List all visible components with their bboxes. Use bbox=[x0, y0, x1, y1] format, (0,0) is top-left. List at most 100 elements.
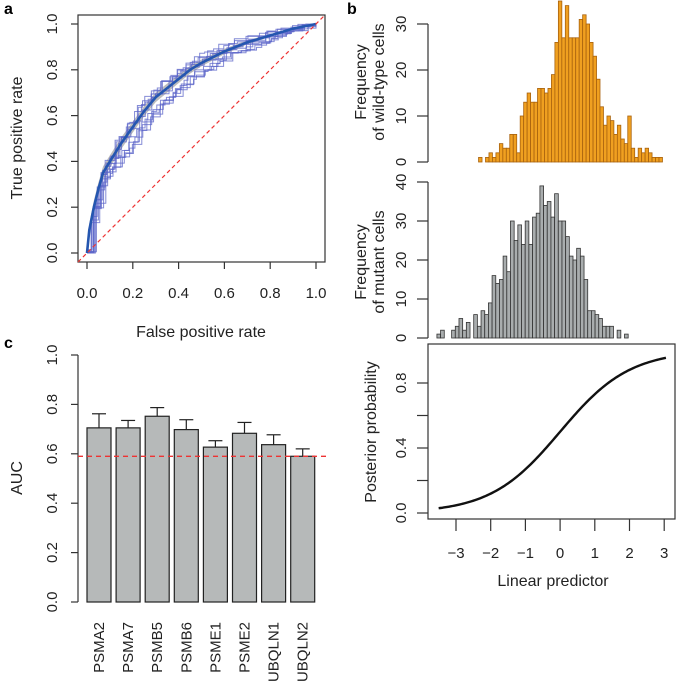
wildtype-hist-bar bbox=[620, 138, 625, 163]
wildtype-hist-bar bbox=[623, 143, 629, 163]
mutant-hist-bar bbox=[576, 247, 581, 339]
auc-bar-chart: AUC 0.0 0.2 0.4 0.6 0.8 1.0 PSMA2 PSMA7 PSMB5 PSM… bbox=[9, 345, 328, 682]
wildtype-hist-bar bbox=[606, 115, 611, 163]
wildtype-hist-y-tick-label: 0 bbox=[393, 158, 410, 166]
roc-y-tick-label: 0.6 bbox=[44, 105, 61, 126]
auc-category-label: PSMB5 bbox=[149, 622, 166, 673]
auc-y-tick-label: 0.4 bbox=[44, 493, 61, 514]
mutant-hist-bar bbox=[465, 321, 471, 339]
wildtype-hist-y-tick-label: 20 bbox=[393, 62, 410, 79]
mutant-hist-bar bbox=[594, 314, 600, 339]
mutant-hist-bar bbox=[502, 255, 508, 339]
mutant-hist-bar bbox=[458, 318, 464, 339]
posterior-y-tick-label: 0.0 bbox=[393, 503, 410, 524]
roc-y-tick-label: 0.8 bbox=[44, 59, 61, 80]
mutant-hist-bar bbox=[510, 220, 515, 339]
mutant-hist-bar bbox=[543, 204, 548, 339]
roc-x-tick-label: 0.2 bbox=[122, 285, 143, 302]
wildtype-hist-bar bbox=[644, 147, 649, 163]
roc-y-tick-label: 0.0 bbox=[44, 243, 61, 264]
mutant-hist-bar bbox=[616, 329, 622, 339]
wildtype-hist-bar bbox=[582, 14, 587, 163]
roc-plot: False positive rate True positive rate 0… bbox=[9, 14, 326, 341]
mutant-hist-bar bbox=[557, 220, 563, 339]
wildtype-hist-bar bbox=[564, 5, 570, 163]
wildtype-hist-bar bbox=[505, 147, 511, 163]
auc-y-label: AUC bbox=[9, 461, 26, 495]
panel-label-c: c bbox=[4, 335, 13, 352]
wildtype-hist-bar bbox=[498, 143, 504, 163]
mutant-hist-bar bbox=[561, 220, 567, 339]
posterior-x-tick-label: −3 bbox=[447, 545, 464, 562]
roc-plot-box bbox=[77, 14, 326, 263]
wildtype-hist-bar bbox=[651, 156, 656, 163]
wildtype-hist-bar bbox=[554, 42, 559, 163]
mutant-hist-bar bbox=[568, 255, 574, 339]
auc-category-label: PSMA7 bbox=[120, 622, 137, 673]
wildtype-hist-bar bbox=[613, 133, 618, 163]
wildtype-hist-bar bbox=[478, 156, 483, 163]
wildtype-hist-bar bbox=[516, 152, 521, 163]
wildtype-hist-bar bbox=[492, 156, 497, 163]
mutant-hist-bar bbox=[440, 329, 445, 339]
wildtype-hist-bar bbox=[526, 92, 532, 163]
wildtype-hist-bar bbox=[648, 152, 653, 163]
mutant-hist-bar bbox=[539, 185, 544, 339]
mutant-hist-bar bbox=[572, 259, 578, 339]
roc-x-tick-label: 0.8 bbox=[260, 285, 281, 302]
wildtype-hist-bar bbox=[616, 124, 622, 163]
posterior-x-tick-label: 2 bbox=[625, 545, 633, 562]
mutant-hist-bar bbox=[605, 325, 611, 339]
panel-label-b: b bbox=[347, 1, 357, 18]
posterior-plot: Linear predictor Posterior probability −… bbox=[363, 343, 676, 590]
mutant-hist-bar bbox=[513, 240, 519, 339]
mutant-hist-bar bbox=[602, 325, 607, 339]
auc-bar bbox=[144, 415, 170, 603]
wildtype-hist-bar bbox=[551, 74, 556, 163]
auc-bar bbox=[290, 455, 316, 603]
wildtype-hist-bar bbox=[547, 88, 552, 163]
roc-confidence-band bbox=[89, 24, 316, 237]
mutant-hist-bar bbox=[454, 325, 460, 339]
posterior-x-tick-label: −2 bbox=[482, 545, 499, 562]
wildtype-hist-bar bbox=[568, 37, 573, 163]
wildtype-histogram: Frequency of wild-type cells 0 10 20 30 bbox=[353, 0, 663, 166]
mutant-hist-bar bbox=[565, 236, 570, 339]
mutant-hist-y-tick-label: 0 bbox=[393, 334, 410, 342]
roc-fold-curve bbox=[87, 23, 317, 254]
wildtype-hist-bar bbox=[610, 120, 615, 163]
auc-bar bbox=[261, 444, 287, 603]
mutant-hist-bar bbox=[528, 243, 533, 339]
mutant-hist-bar bbox=[583, 279, 589, 339]
roc-x-tick-label: 1.0 bbox=[306, 285, 327, 302]
roc-mean-curve bbox=[85, 22, 317, 254]
auc-bar bbox=[231, 432, 258, 603]
roc-y-tick-label: 1.0 bbox=[44, 14, 61, 35]
wildtype-hist-bar bbox=[634, 156, 639, 163]
roc-y-tick-label: 0.4 bbox=[44, 151, 61, 172]
posterior-plot-box bbox=[427, 343, 676, 520]
wildtype-hist-bar bbox=[502, 147, 507, 163]
wildtype-hist-bar bbox=[658, 156, 663, 163]
mutant-hist-bar bbox=[488, 302, 493, 339]
mutant-hist-bar bbox=[436, 333, 441, 339]
posterior-y-label: Posterior probability bbox=[363, 361, 380, 502]
wildtype-hist-bar bbox=[544, 92, 549, 163]
roc-fold-curve bbox=[86, 24, 317, 253]
roc-y-label: True positive rate bbox=[9, 76, 26, 199]
mutant-hist-bar bbox=[462, 329, 467, 339]
auc-bar bbox=[86, 427, 112, 603]
wildtype-hist-bar bbox=[509, 133, 514, 163]
auc-bar bbox=[173, 428, 199, 603]
mutant-hist-y-tick-label: 20 bbox=[393, 252, 410, 269]
posterior-x-tick-label: 1 bbox=[591, 545, 599, 562]
auc-category-label: PSMB6 bbox=[178, 622, 195, 673]
auc-bar bbox=[115, 427, 141, 603]
wildtype-hist-bar bbox=[655, 156, 660, 163]
wildtype-hist-bar bbox=[523, 101, 528, 163]
panel-label-a: a bbox=[4, 1, 13, 18]
wildtype-hist-bar bbox=[589, 42, 594, 163]
mutant-hist-bar bbox=[532, 216, 537, 339]
wildtype-hist-bar bbox=[630, 147, 636, 163]
